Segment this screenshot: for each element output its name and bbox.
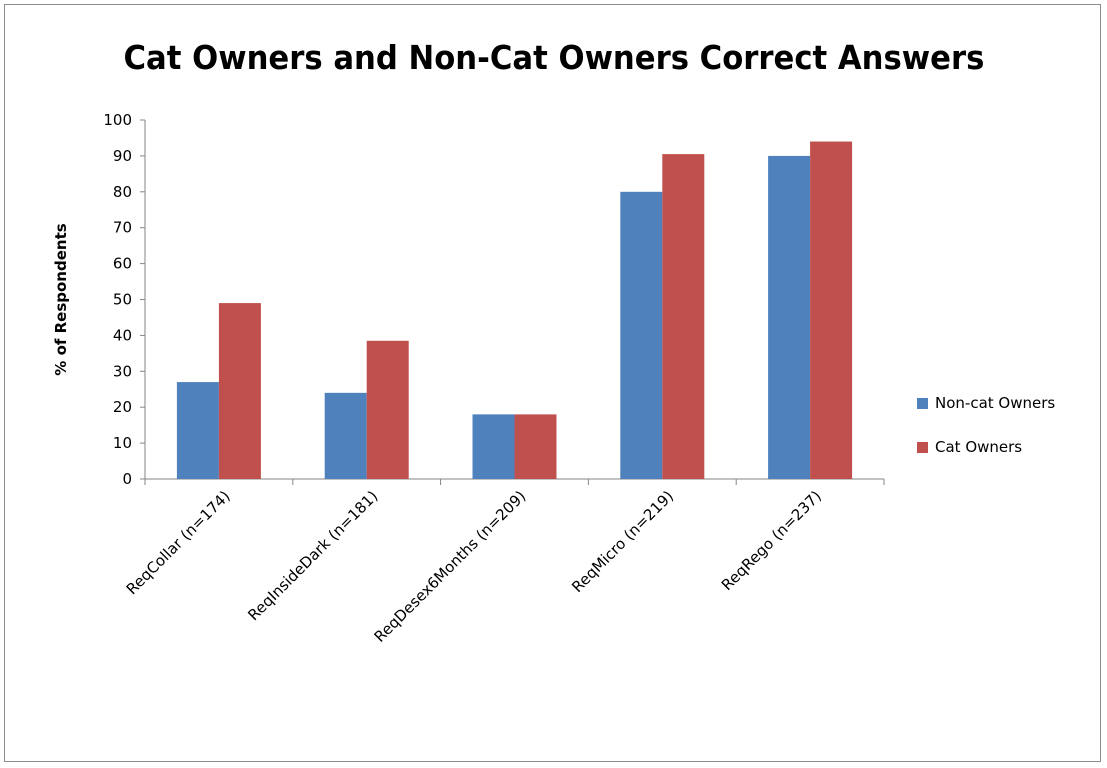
bar-non-cat-owners-2	[472, 414, 515, 479]
x-category-label: ReqMicro (n=219)	[568, 487, 677, 596]
y-tick-label: 80	[113, 183, 132, 201]
y-tick-label: 30	[113, 362, 132, 380]
legend-label-non-cat-owners: Non-cat Owners	[935, 394, 1056, 412]
y-tick-label: 90	[113, 147, 132, 165]
bar-cat-owners-4	[810, 141, 853, 480]
y-tick-label: 70	[113, 219, 132, 237]
y-tick-label: 0	[122, 470, 132, 488]
y-tick-label: 10	[113, 434, 132, 452]
legend-label-cat-owners: Cat Owners	[935, 438, 1023, 456]
x-category-label: ReqInsideDark (n=181)	[244, 487, 381, 624]
bar-non-cat-owners-1	[324, 392, 367, 479]
y-axis-title: % of Respondents	[52, 223, 70, 375]
bar-non-cat-owners-0	[176, 382, 219, 479]
legend-item-non-cat-owners: Non-cat Owners	[917, 392, 1055, 414]
bar-cat-owners-3	[662, 154, 705, 480]
bar-cat-owners-2	[514, 414, 557, 479]
bar-cat-owners-0	[218, 303, 261, 479]
bars	[176, 141, 853, 480]
legend: Non-cat Owners Cat Owners	[917, 392, 1055, 480]
x-category-label: ReqCollar (n=174)	[123, 487, 234, 598]
y-tick-label: 60	[113, 255, 132, 273]
legend-item-cat-owners: Cat Owners	[917, 436, 1055, 458]
y-tick-label: 40	[113, 326, 132, 344]
y-tick-label: 20	[113, 398, 132, 416]
legend-swatch-cat-owners	[917, 441, 928, 453]
bar-cat-owners-1	[366, 340, 409, 479]
labels: 0 10 20 30 40 50 60 70 80 90 100 % of Respondents Re…	[52, 111, 825, 646]
legend-swatch-non-cat-owners	[917, 397, 928, 409]
x-category-label: ReqRego (n=237)	[718, 487, 825, 594]
y-tick-label: 50	[113, 291, 132, 309]
chart-title: Cat Owners and Non-Cat Owners Correct An…	[123, 38, 985, 77]
bar-non-cat-owners-4	[768, 155, 811, 479]
x-category-label: ReqDesex6Months (n=209)	[371, 487, 530, 646]
y-tick-label: 100	[103, 111, 132, 129]
bar-non-cat-owners-3	[620, 191, 663, 480]
